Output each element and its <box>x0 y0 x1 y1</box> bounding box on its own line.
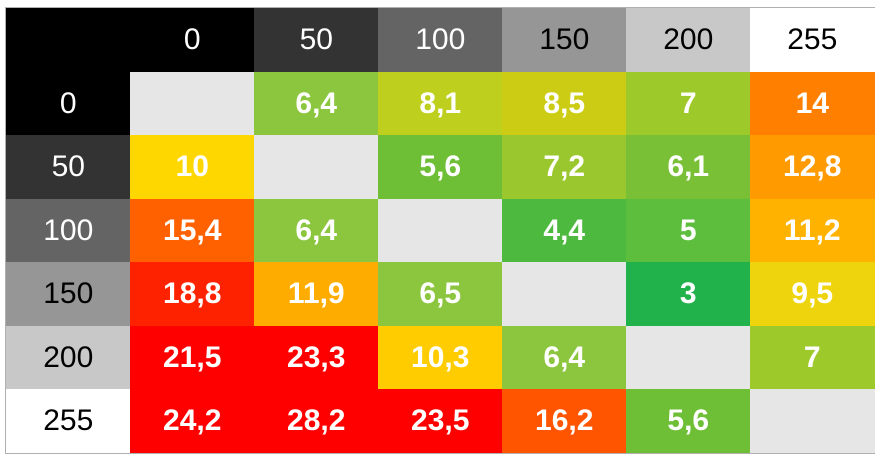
data-cell: 24,2 <box>130 389 255 454</box>
diagonal-cell <box>130 71 255 136</box>
data-cell: 15,4 <box>130 198 255 263</box>
row-header-50: 50 <box>6 135 131 200</box>
data-cell: 12,8 <box>750 135 875 200</box>
data-cell: 6,1 <box>626 135 751 200</box>
data-cell: 5 <box>626 198 751 263</box>
column-header-150: 150 <box>502 8 627 73</box>
row-header-100: 100 <box>6 198 131 263</box>
data-cell: 10 <box>130 135 255 200</box>
column-header-50: 50 <box>254 8 379 73</box>
data-cell: 23,5 <box>378 389 503 454</box>
diagonal-cell <box>626 325 751 390</box>
heatmap-chart: 0 50 100 150 200 255 0 50 100 150 200 255 6,4 8,1 8,5 7… <box>5 7 875 454</box>
column-header-0: 0 <box>130 8 255 73</box>
diagonal-cell <box>254 135 379 200</box>
data-cell: 10,3 <box>378 325 503 390</box>
diagonal-cell <box>502 262 627 327</box>
data-cell: 18,8 <box>130 262 255 327</box>
data-cell: 7,2 <box>502 135 627 200</box>
data-cell: 16,2 <box>502 389 627 454</box>
column-header-100: 100 <box>378 8 503 73</box>
diagonal-cell <box>378 198 503 263</box>
data-cell: 6,4 <box>254 71 379 136</box>
data-cell: 28,2 <box>254 389 379 454</box>
data-cell: 14 <box>750 71 875 136</box>
data-cell: 21,5 <box>130 325 255 390</box>
row-header-150: 150 <box>6 262 131 327</box>
data-cell: 23,3 <box>254 325 379 390</box>
data-cell: 11,9 <box>254 262 379 327</box>
diagonal-cell <box>750 389 875 454</box>
column-header-200: 200 <box>626 8 751 73</box>
data-cell: 6,4 <box>502 325 627 390</box>
data-cell: 3 <box>626 262 751 327</box>
column-header-255: 255 <box>750 8 875 73</box>
data-cell: 8,5 <box>502 71 627 136</box>
data-cell: 4,4 <box>502 198 627 263</box>
data-cell: 6,5 <box>378 262 503 327</box>
data-cell: 6,4 <box>254 198 379 263</box>
data-cell: 8,1 <box>378 71 503 136</box>
data-cell: 11,2 <box>750 198 875 263</box>
row-header-255: 255 <box>6 389 131 454</box>
row-header-0: 0 <box>6 71 131 136</box>
data-cell: 7 <box>626 71 751 136</box>
row-header-200: 200 <box>6 325 131 390</box>
data-cell: 5,6 <box>626 389 751 454</box>
corner-cell <box>6 8 131 73</box>
data-cell: 9,5 <box>750 262 875 327</box>
data-cell: 5,6 <box>378 135 503 200</box>
data-cell: 7 <box>750 325 875 390</box>
